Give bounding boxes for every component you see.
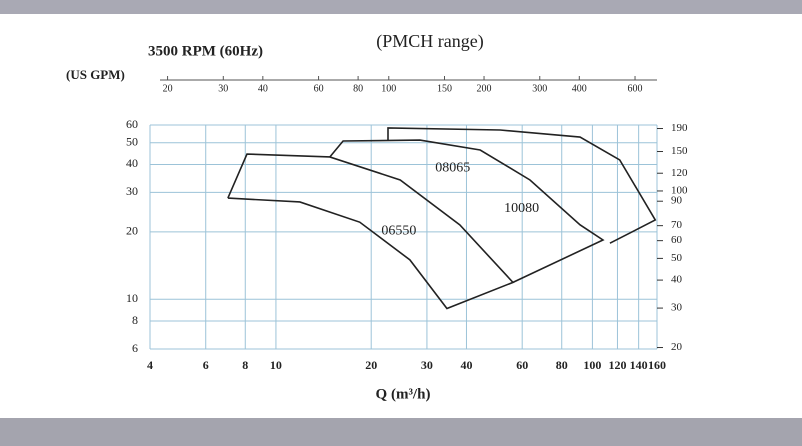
x2-tick-label: 40 <box>258 83 268 94</box>
x2-tick-label: 30 <box>218 83 228 94</box>
y2-tick-label: 60 <box>671 234 683 246</box>
scan-band-bottom <box>0 418 802 446</box>
y-tick-label: 8 <box>132 313 138 327</box>
chart-title: (PMCH range) <box>376 31 483 52</box>
x-tick-label: 30 <box>421 358 433 372</box>
y2-tick-label: 150 <box>671 145 688 157</box>
y2-tick-label: 70 <box>671 219 683 231</box>
curve-label: 06550 <box>381 223 416 238</box>
x2-tick-label: 80 <box>353 83 363 94</box>
x-tick-label: 80 <box>556 358 568 372</box>
x-tick-label: 120 <box>608 358 626 372</box>
y2-tick-label: 30 <box>671 302 683 314</box>
x-tick-label: 6 <box>203 358 209 372</box>
y2-tick-label: 20 <box>671 341 683 353</box>
y2-tick-label: 100 <box>671 184 688 196</box>
x-tick-label: 8 <box>242 358 248 372</box>
x-tick-label: 4 <box>147 358 153 372</box>
x2-tick-label: 600 <box>628 83 643 94</box>
scan-band-top <box>0 0 802 14</box>
y2-tick-label: 90 <box>671 195 683 207</box>
x-tick-label: 20 <box>365 358 377 372</box>
curve-label: 10080 <box>504 201 539 216</box>
pump-curve <box>329 139 605 284</box>
y-tick-label: 60 <box>126 117 138 131</box>
y-tick-label: 40 <box>126 156 138 170</box>
y-tick-label: 30 <box>126 184 138 198</box>
x2-tick-label: 20 <box>163 83 173 94</box>
y-tick-label: 10 <box>126 291 138 305</box>
y-tick-label: 6 <box>132 341 138 355</box>
x-tick-label: 160 <box>648 358 666 372</box>
x-tick-label: 100 <box>583 358 601 372</box>
pump-curve <box>227 153 515 310</box>
y2-tick-label: 190 <box>671 122 688 134</box>
x2-tick-label: 200 <box>477 83 492 94</box>
pump-curve <box>387 127 657 244</box>
x2-tick-label: 100 <box>381 83 396 94</box>
x-tick-label: 140 <box>630 358 648 372</box>
x-tick-label: 60 <box>516 358 528 372</box>
y2-tick-label: 50 <box>671 252 683 264</box>
y2-tick-label: 40 <box>671 274 683 286</box>
x2-tick-label: 150 <box>437 83 452 94</box>
x-tick-label: 10 <box>270 358 282 372</box>
x2-tick-label: 60 <box>314 83 324 94</box>
y-tick-label: 20 <box>126 224 138 238</box>
x2-tick-label: 400 <box>572 83 587 94</box>
x2-tick-label: 300 <box>532 83 547 94</box>
y-tick-label: 50 <box>126 134 138 148</box>
chart-subtitle: 3500 RPM (60Hz) <box>148 43 263 59</box>
x-axis-label: Q (m³/h) <box>376 386 431 402</box>
y2-tick-label: 120 <box>671 167 688 179</box>
curve-label: 08065 <box>435 161 470 176</box>
x2-axis-label: (US GPM) <box>66 67 125 82</box>
x-tick-label: 40 <box>460 358 472 372</box>
